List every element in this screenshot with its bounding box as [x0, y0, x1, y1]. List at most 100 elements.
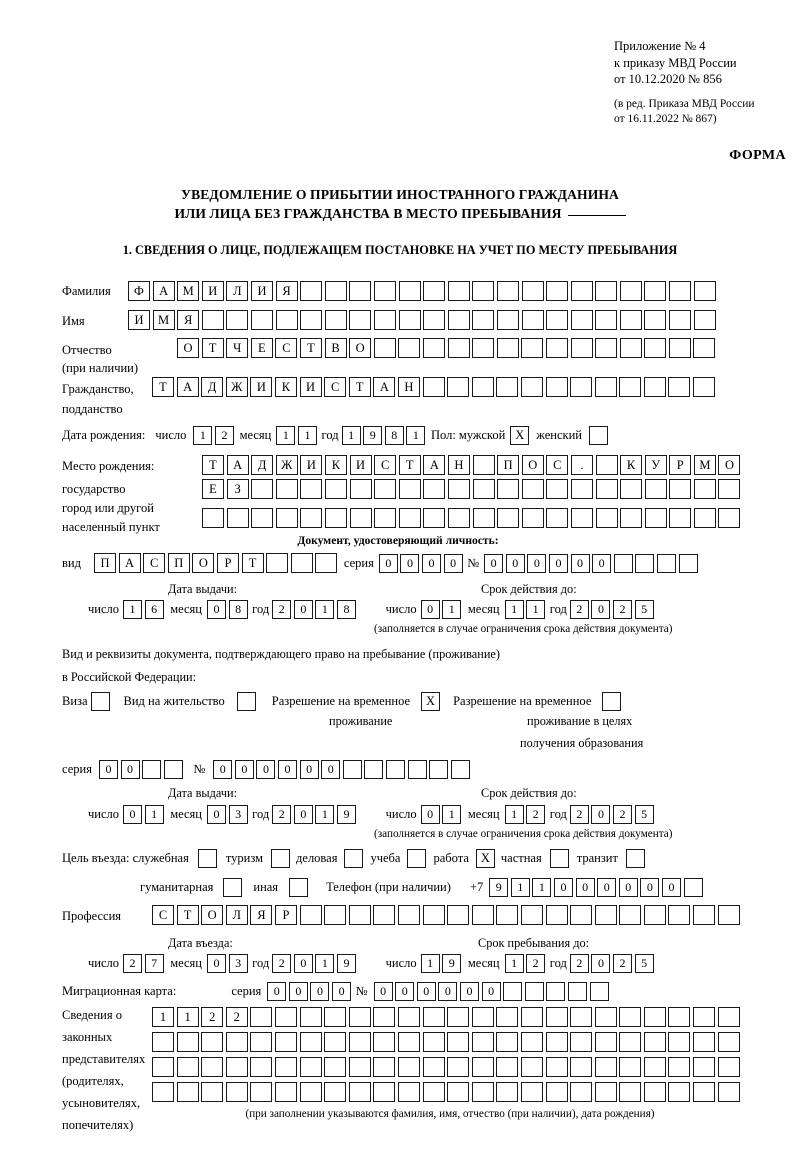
char-cell[interactable]: [250, 310, 273, 330]
char-cell[interactable]: [496, 281, 519, 301]
char-cell[interactable]: 0: [98, 760, 118, 779]
char-cell[interactable]: А: [373, 377, 396, 397]
char-cell[interactable]: [546, 479, 569, 499]
purpose-study-checkbox[interactable]: [407, 849, 427, 868]
char-cell[interactable]: [250, 1057, 273, 1077]
legal-rep-row-4[interactable]: [152, 1082, 742, 1102]
char-cell[interactable]: [683, 878, 703, 897]
char-cell[interactable]: [152, 1032, 174, 1052]
char-cell[interactable]: [496, 1057, 519, 1077]
purpose-private-checkbox[interactable]: [549, 849, 569, 868]
char-cell[interactable]: С: [374, 455, 397, 475]
char-cell[interactable]: [717, 1082, 740, 1102]
char-cell[interactable]: 1: [406, 426, 426, 445]
temp-residence-edu-checkbox[interactable]: [602, 692, 622, 711]
char-cell[interactable]: [274, 1082, 297, 1102]
char-cell[interactable]: [349, 479, 372, 499]
char-cell[interactable]: 1: [504, 954, 524, 973]
char-cell[interactable]: [497, 508, 520, 528]
char-cell[interactable]: [545, 338, 568, 358]
char-cell[interactable]: [423, 281, 446, 301]
char-cell[interactable]: 0: [373, 982, 393, 1001]
char-cell[interactable]: [520, 1082, 543, 1102]
char-cell[interactable]: [669, 508, 692, 528]
char-cell[interactable]: [668, 905, 691, 925]
char-cell[interactable]: 0: [206, 600, 226, 619]
char-cell[interactable]: [201, 1082, 224, 1102]
char-cell[interactable]: 8: [228, 600, 248, 619]
char-cell[interactable]: [594, 1032, 617, 1052]
char-cell[interactable]: 9: [442, 954, 462, 973]
char-cell[interactable]: 0: [213, 760, 233, 779]
char-cell[interactable]: [300, 479, 323, 499]
char-cell[interactable]: [496, 338, 519, 358]
char-cell[interactable]: [251, 479, 274, 499]
char-cell[interactable]: Ж: [275, 455, 298, 475]
char-cell[interactable]: [496, 310, 519, 330]
char-cell[interactable]: [176, 1032, 199, 1052]
char-cell[interactable]: [226, 508, 249, 528]
char-cell[interactable]: [471, 377, 494, 397]
char-cell[interactable]: С: [324, 377, 347, 397]
char-cell[interactable]: [520, 1007, 543, 1027]
char-cell[interactable]: [176, 1082, 199, 1102]
char-cell[interactable]: 0: [206, 954, 226, 973]
birthplace-row-3[interactable]: [202, 508, 743, 528]
char-cell[interactable]: А: [152, 281, 175, 301]
char-cell[interactable]: П: [497, 455, 520, 475]
char-cell[interactable]: Ф: [128, 281, 150, 301]
char-cell[interactable]: [644, 338, 667, 358]
char-cell[interactable]: [266, 553, 289, 573]
char-cell[interactable]: [668, 1032, 691, 1052]
char-cell[interactable]: А: [176, 377, 199, 397]
char-cell[interactable]: [251, 508, 274, 528]
char-cell[interactable]: [520, 1032, 543, 1052]
char-cell[interactable]: [324, 905, 347, 925]
char-cell[interactable]: [397, 1057, 420, 1077]
char-cell[interactable]: [348, 905, 371, 925]
char-cell[interactable]: 0: [443, 553, 463, 573]
char-cell[interactable]: [669, 310, 692, 330]
char-cell[interactable]: [521, 479, 544, 499]
char-cell[interactable]: [619, 1057, 642, 1077]
char-cell[interactable]: [668, 1082, 691, 1102]
char-cell[interactable]: [397, 905, 420, 925]
char-cell[interactable]: [668, 338, 691, 358]
char-cell[interactable]: 0: [299, 760, 319, 779]
char-cell[interactable]: [520, 1057, 543, 1077]
char-cell[interactable]: [668, 1007, 691, 1027]
char-cell[interactable]: 1: [504, 805, 524, 824]
char-cell[interactable]: Т: [201, 338, 224, 358]
char-cell[interactable]: П: [93, 553, 116, 573]
char-cell[interactable]: 0: [293, 600, 313, 619]
char-cell[interactable]: 9: [337, 805, 357, 824]
char-cell[interactable]: [397, 1032, 420, 1052]
char-cell[interactable]: [202, 508, 224, 528]
char-cell[interactable]: [373, 1007, 396, 1027]
char-cell[interactable]: [595, 281, 618, 301]
char-cell[interactable]: [595, 310, 618, 330]
char-cell[interactable]: 1: [152, 1007, 174, 1027]
char-cell[interactable]: Т: [152, 377, 174, 397]
residence-permit-checkbox[interactable]: [236, 692, 256, 711]
char-cell[interactable]: [324, 1032, 347, 1052]
char-cell[interactable]: [693, 905, 716, 925]
char-cell[interactable]: М: [693, 455, 716, 475]
char-cell[interactable]: 0: [332, 982, 352, 1001]
char-cell[interactable]: Я: [250, 905, 273, 925]
char-cell[interactable]: Я: [275, 281, 298, 301]
char-cell[interactable]: 2: [201, 1007, 224, 1027]
char-cell[interactable]: 2: [613, 600, 633, 619]
char-cell[interactable]: И: [300, 455, 323, 475]
char-cell[interactable]: [693, 310, 716, 330]
char-cell[interactable]: [644, 479, 667, 499]
char-cell[interactable]: 9: [337, 954, 357, 973]
char-cell[interactable]: 8: [337, 600, 357, 619]
char-cell[interactable]: И: [250, 281, 273, 301]
char-cell[interactable]: 0: [234, 760, 254, 779]
char-cell[interactable]: [447, 281, 470, 301]
